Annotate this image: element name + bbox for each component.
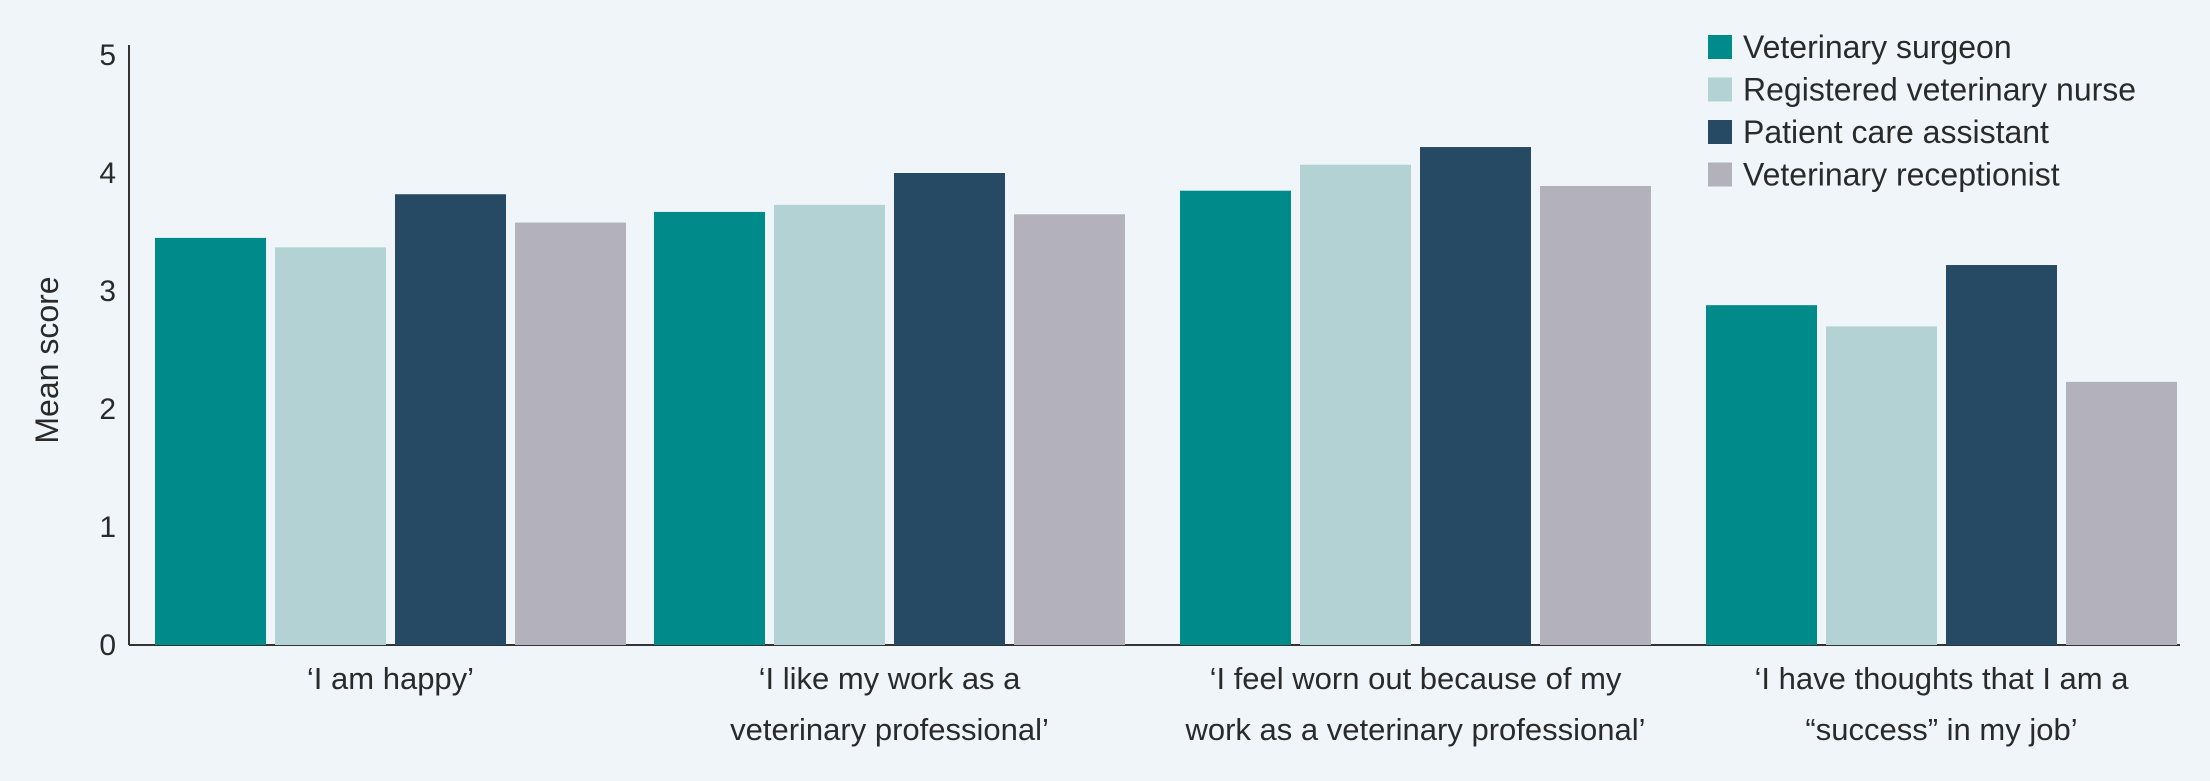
bar — [1300, 164, 1411, 646]
bar — [1014, 214, 1125, 646]
x-category-label: veterinary professional’ — [730, 712, 1049, 747]
legend-label: Veterinary surgeon — [1743, 29, 2012, 65]
bar — [275, 247, 386, 645]
y-tick-label: 4 — [99, 157, 116, 190]
bar — [515, 222, 626, 645]
y-tick-label: 3 — [99, 275, 116, 308]
legend-label: Veterinary receptionist — [1743, 157, 2060, 193]
bar — [1420, 147, 1531, 646]
bar — [395, 194, 506, 646]
bar — [1826, 326, 1937, 645]
bar — [654, 211, 765, 645]
bar — [1946, 265, 2057, 645]
legend-item: Veterinary surgeon — [1708, 29, 2012, 65]
x-category-label: ‘I have thoughts that I am a — [1755, 661, 2130, 696]
legend-item: Veterinary receptionist — [1708, 157, 2060, 193]
y-axis-title: Mean score — [29, 276, 65, 443]
bar — [1540, 185, 1651, 646]
bar — [1706, 305, 1817, 645]
y-tick-label: 1 — [99, 511, 116, 544]
legend-swatch — [1708, 77, 1732, 102]
x-category-label: “success” in my job’ — [1805, 712, 2077, 747]
bar — [2066, 381, 2177, 645]
bar — [1180, 190, 1291, 645]
x-category-label: work as a veterinary professional’ — [1184, 712, 1645, 747]
legend-label: Patient care assistant — [1743, 114, 2049, 150]
legend-label: Registered veterinary nurse — [1743, 72, 2136, 108]
bar — [894, 173, 1005, 645]
y-tick-label: 0 — [99, 629, 116, 662]
x-category-label: ‘I like my work as a — [759, 661, 1022, 696]
x-category-label: ‘I am happy’ — [307, 661, 474, 696]
x-category-label: ‘I feel worn out because of my — [1210, 661, 1622, 696]
legend-item: Registered veterinary nurse — [1708, 72, 2136, 108]
y-tick-label: 5 — [99, 39, 116, 72]
legend-item: Patient care assistant — [1708, 114, 2049, 150]
y-tick-label: 2 — [99, 393, 116, 426]
bar — [155, 237, 266, 645]
bar — [774, 204, 885, 646]
legend-swatch — [1708, 162, 1732, 187]
legend-swatch — [1708, 35, 1732, 59]
legend-swatch — [1708, 120, 1732, 144]
